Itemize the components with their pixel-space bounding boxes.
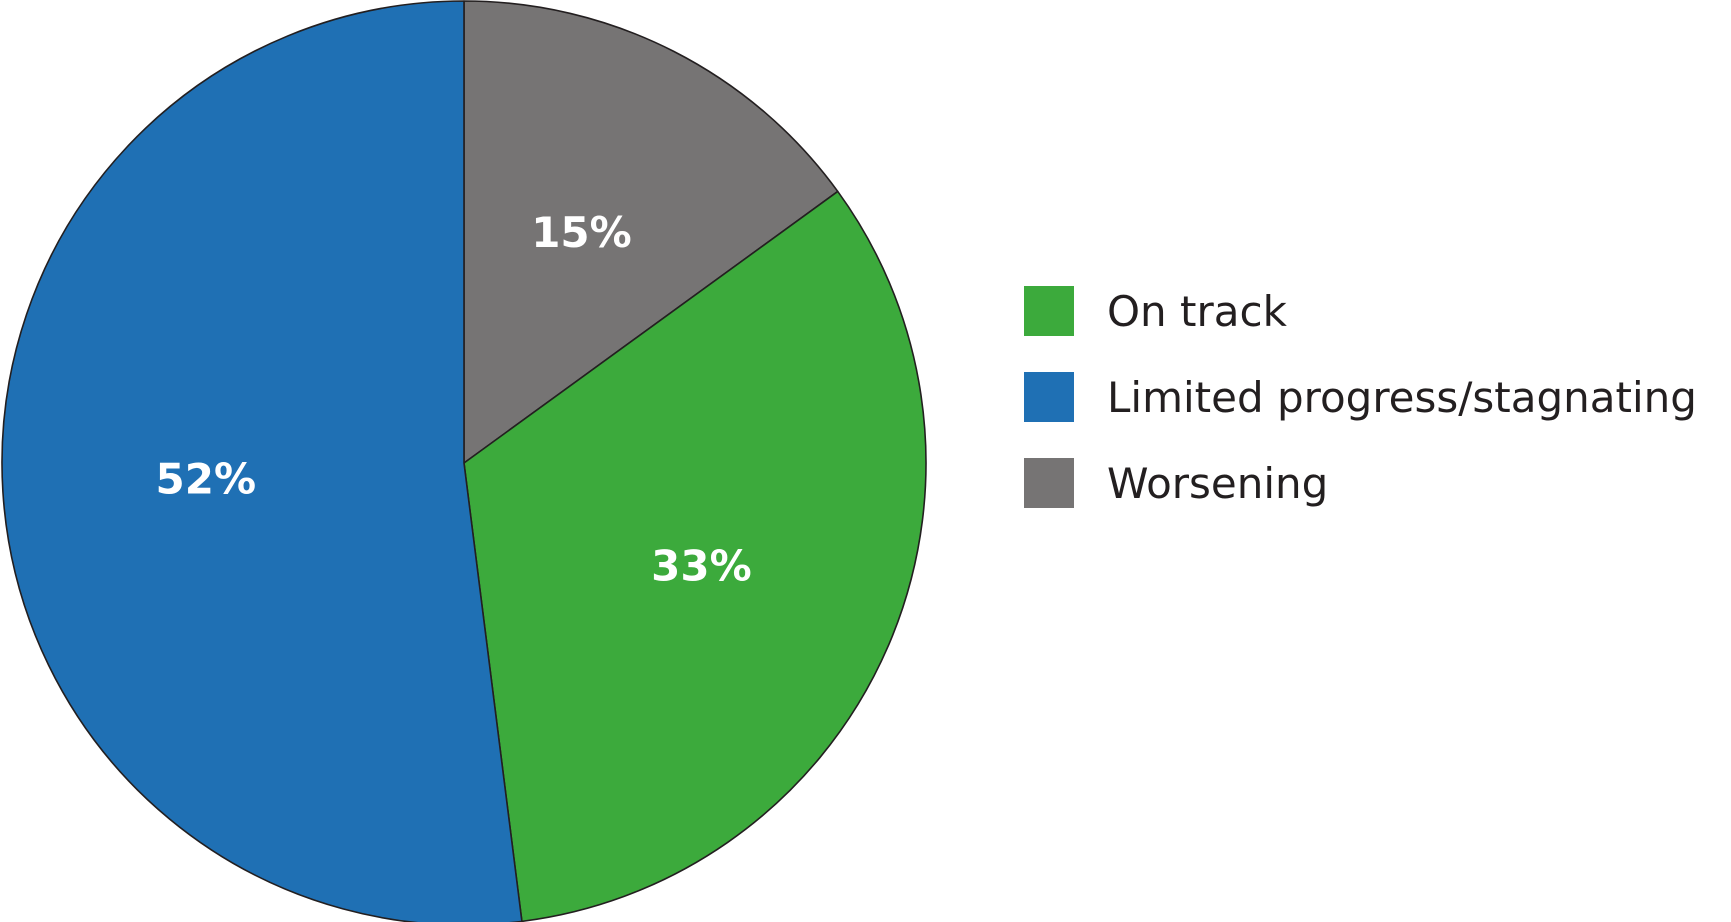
legend-swatch-on-track (1024, 286, 1074, 336)
legend-label-limited-progress: Limited progress/stagnating (1107, 372, 1697, 422)
pie-slice-label-on-track: 33% (651, 541, 752, 590)
legend-item-limited-progress: Limited progress/stagnating (1024, 354, 1697, 440)
legend-swatch-limited-progress (1024, 372, 1074, 422)
legend-item-on-track: On track (1024, 268, 1697, 354)
legend-label-on-track: On track (1107, 286, 1287, 336)
pie-slice-worsening (463, 0, 839, 464)
pie-slice-limited-progress-stagnating (1, 0, 523, 922)
pie-slice-label-limited-progress-stagnating: 52% (156, 455, 257, 504)
pie-slice-labels: 15% 33% 52% (156, 208, 752, 590)
pie-slice-label-worsening: 15% (531, 208, 632, 257)
legend: On track Limited progress/stagnating Wor… (1024, 268, 1697, 526)
legend-item-worsening: Worsening (1024, 440, 1697, 526)
pie-slices (1, 0, 927, 922)
legend-swatch-worsening (1024, 458, 1074, 508)
pie-slice-on-track (463, 190, 927, 922)
legend-label-worsening: Worsening (1107, 458, 1329, 508)
